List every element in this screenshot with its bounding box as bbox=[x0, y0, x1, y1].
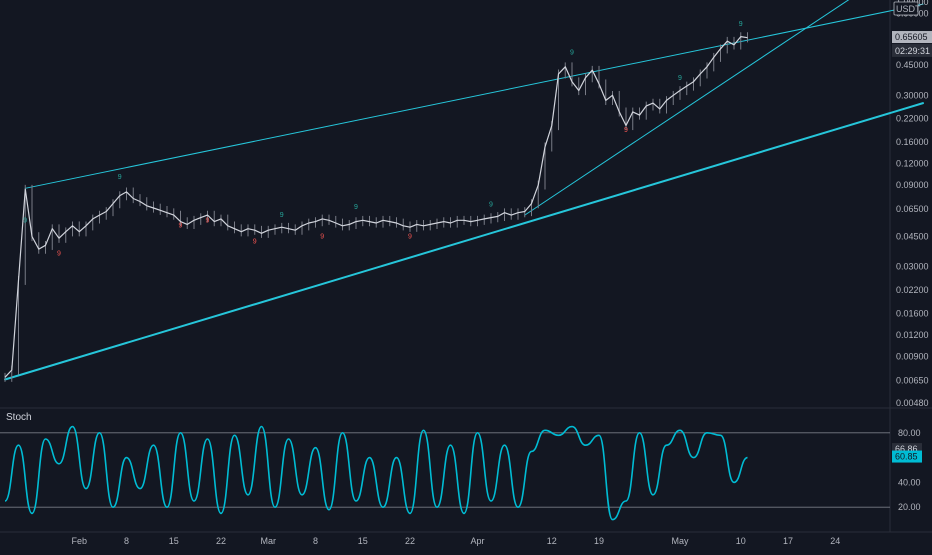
price-tick-label: 0.09000 bbox=[896, 180, 929, 190]
sequence-count-mark: 9 bbox=[206, 218, 210, 225]
price-tick-label: 0.04500 bbox=[896, 232, 929, 242]
sequence-count-mark: 9 bbox=[624, 127, 628, 134]
sequence-count-mark: 9 bbox=[57, 250, 61, 257]
time-tick-label: 15 bbox=[169, 536, 179, 546]
time-axis[interactable]: Feb 8 15 22 Mar 8 15 22 Apr 12 19 May 10 17 24 bbox=[71, 536, 840, 546]
price-tag-label: 0.65605 bbox=[895, 32, 928, 42]
time-tick-label: Mar bbox=[261, 536, 277, 546]
price-axis[interactable]: 0.900000.650000.450000.300000.220000.160… bbox=[893, 0, 929, 512]
sequence-count-mark: 9 bbox=[739, 21, 743, 28]
price-tick-label: 0.01600 bbox=[896, 309, 929, 319]
sequence-count-mark: 9 bbox=[408, 234, 412, 241]
price-tag-label: 02:29:31 bbox=[895, 46, 930, 56]
sequence-count-mark: 9 bbox=[280, 212, 284, 219]
price-tick-label: 0.12000 bbox=[896, 159, 929, 169]
stoch-tick-label: 40.00 bbox=[898, 477, 921, 487]
sequence-count-mark: 9 bbox=[118, 174, 122, 181]
sequence-count-mark: 9 bbox=[320, 234, 324, 241]
time-tick-label: 19 bbox=[594, 536, 604, 546]
price-tick-label: 0.22000 bbox=[896, 113, 929, 123]
sequence-count-mark: 9 bbox=[23, 218, 27, 225]
time-tick-label: May bbox=[671, 536, 689, 546]
price-tick-label: 0.02200 bbox=[896, 285, 929, 295]
time-tick-label: 15 bbox=[358, 536, 368, 546]
stoch-tag-label: 66.86 bbox=[895, 444, 918, 454]
currency-label: USDT bbox=[896, 4, 921, 14]
price-tick-label: 0.03000 bbox=[896, 262, 929, 272]
time-tick-label: Apr bbox=[470, 536, 484, 546]
grid-lines bbox=[0, 0, 932, 533]
price-tick-label: 0.01200 bbox=[896, 330, 929, 340]
sequence-count-mark: 9 bbox=[179, 223, 183, 230]
price-tick-label: 0.45000 bbox=[896, 60, 929, 70]
price-tick-label: 0.00900 bbox=[896, 351, 929, 361]
price-tick-label: 0.00650 bbox=[896, 376, 929, 386]
time-tick-label: 8 bbox=[313, 536, 318, 546]
stoch-k-line bbox=[4, 425, 748, 521]
sequence-count-mark: 9 bbox=[678, 75, 682, 82]
price-line bbox=[4, 36, 748, 378]
stoch-pane-title: Stoch bbox=[6, 412, 32, 423]
time-tick-label: 10 bbox=[736, 536, 746, 546]
time-tick-label: 17 bbox=[783, 536, 793, 546]
currency-box[interactable] bbox=[893, 1, 919, 16]
sequence-count-mark: 9 bbox=[489, 202, 493, 209]
stoch-tag-bg bbox=[892, 450, 922, 463]
price-tick-label: 0.30000 bbox=[896, 90, 929, 100]
price-tick-label: 0.16000 bbox=[896, 137, 929, 147]
time-tick-label: 22 bbox=[405, 536, 415, 546]
sequence-markers: 9 9 9 9 9 9 9 9 9 9 9 9 9 9 9 bbox=[23, 21, 743, 257]
stoch-tag-label: 60.85 bbox=[895, 452, 918, 462]
stoch-tick-label: 20.00 bbox=[898, 502, 921, 512]
trendline-lower-channel[interactable] bbox=[4, 102, 924, 381]
trendline-upper-channel[interactable] bbox=[24, 3, 924, 189]
price-series bbox=[4, 32, 748, 382]
stoch-series bbox=[0, 425, 890, 521]
time-tick-label: 12 bbox=[547, 536, 557, 546]
time-tick-label: Feb bbox=[71, 536, 87, 546]
sequence-count-mark: 9 bbox=[570, 49, 574, 56]
price-tick-label: 0.00480 bbox=[896, 398, 929, 408]
sequence-count-mark: 9 bbox=[253, 238, 257, 245]
time-tick-label: 8 bbox=[124, 536, 129, 546]
trendlines[interactable] bbox=[4, 0, 924, 381]
sequence-count-mark: 9 bbox=[354, 204, 358, 211]
price-tag-bg bbox=[892, 44, 932, 57]
time-tick-label: 24 bbox=[830, 536, 840, 546]
price-tick-label: 0.06500 bbox=[896, 204, 929, 214]
trendline-steep-support[interactable] bbox=[524, 0, 856, 216]
price-tag-bg bbox=[892, 31, 932, 44]
time-tick-label: 22 bbox=[216, 536, 226, 546]
stoch-tick-label: 80.00 bbox=[898, 428, 921, 438]
